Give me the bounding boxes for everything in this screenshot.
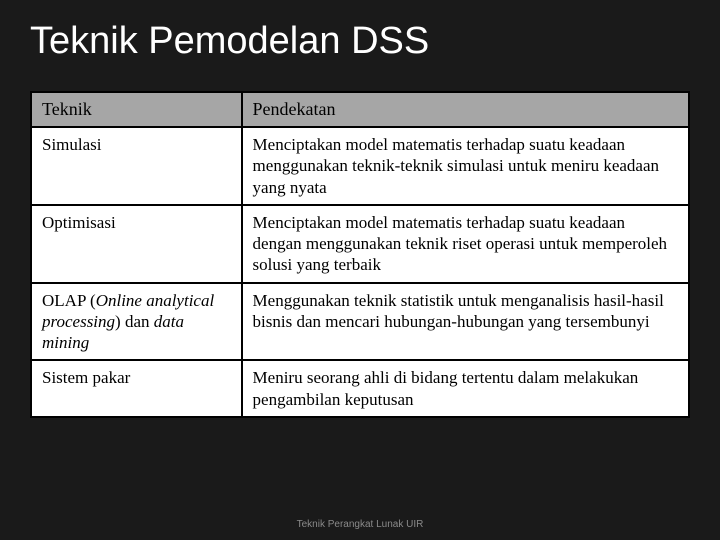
table-row: OLAP (Online analytical processing) dan … (31, 283, 689, 361)
text-part: Simulasi (42, 135, 102, 154)
cell-teknik: Simulasi (31, 127, 242, 205)
cell-pendekatan: Meniru seorang ahli di bidang tertentu d… (242, 360, 689, 417)
table-header-row: Teknik Pendekatan (31, 92, 689, 127)
cell-pendekatan: Menciptakan model matematis terhadap sua… (242, 205, 689, 283)
cell-pendekatan: Menciptakan model matematis terhadap sua… (242, 127, 689, 205)
table-body: Simulasi Menciptakan model matematis terh… (31, 127, 689, 417)
page-title: Teknik Pemodelan DSS (30, 20, 690, 63)
slide: Teknik Pemodelan DSS Teknik Pendekatan S… (0, 0, 720, 540)
cell-teknik: OLAP (Online analytical processing) dan … (31, 283, 242, 361)
text-part: Optimisasi (42, 213, 116, 232)
text-part: ) dan (115, 312, 154, 331)
text-part: Sistem pakar (42, 368, 130, 387)
text-part: OLAP ( (42, 291, 96, 310)
dss-table: Teknik Pendekatan Simulasi Menciptakan mo… (30, 91, 690, 418)
cell-teknik: Sistem pakar (31, 360, 242, 417)
column-header-teknik: Teknik (31, 92, 242, 127)
footer-text: Teknik Perangkat Lunak UIR (0, 519, 720, 530)
table-row: Optimisasi Menciptakan model matematis te… (31, 205, 689, 283)
table-row: Sistem pakar Meniru seorang ahli di bidan… (31, 360, 689, 417)
column-header-pendekatan: Pendekatan (242, 92, 689, 127)
table-row: Simulasi Menciptakan model matematis terh… (31, 127, 689, 205)
cell-teknik: Optimisasi (31, 205, 242, 283)
cell-pendekatan: Menggunakan teknik statistik untuk menga… (242, 283, 689, 361)
